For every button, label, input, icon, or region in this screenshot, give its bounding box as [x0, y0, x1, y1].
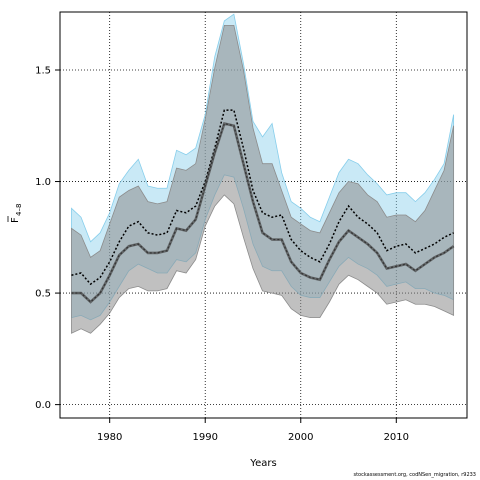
estimate-line-grey — [71, 122, 454, 303]
y-tick-label: 0.5 — [35, 289, 51, 300]
y-axis-label: F 4–8 — [7, 204, 23, 223]
x-axis-label: Years — [249, 458, 276, 469]
y-axis-label-subscript: 4–8 — [15, 204, 23, 216]
estimate-lines — [71, 109, 455, 304]
y-tick-label: 1.0 — [35, 177, 51, 188]
plot-frame — [59, 11, 468, 419]
axes: 0.0 0.5 1.0 1.5 1980 1990 2000 2010 — [35, 66, 409, 444]
x-tick-label: 2000 — [288, 432, 313, 443]
y-tick-label: 1.5 — [35, 66, 51, 77]
x-tick-label: 2010 — [384, 432, 409, 443]
x-tick-label: 1990 — [192, 432, 217, 443]
x-tick-label: 1980 — [97, 432, 122, 443]
y-axis-label-main: F — [10, 217, 21, 223]
confidence-band-grey — [71, 24, 455, 334]
y-tick-label: 0.0 — [35, 400, 51, 411]
footer-credit: stockassessment.org, codNSen_migration, … — [353, 472, 476, 478]
confidence-bands — [71, 13, 455, 334]
